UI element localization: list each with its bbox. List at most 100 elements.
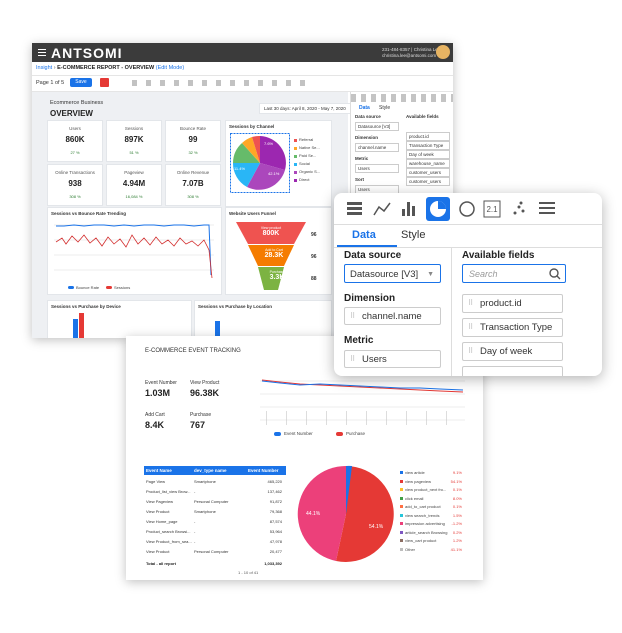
drag-handle: ⠿	[468, 348, 474, 355]
edit-mode: (Edit Mode)	[155, 65, 185, 71]
funnel-rate: 96	[311, 254, 317, 260]
kpi-label: Event Number	[145, 380, 177, 386]
channel-panel: Sessions by Channel 11.4% 7.6% 42.1% Referr…	[225, 120, 332, 207]
location-panel: Sessions vs Purchase by Location	[194, 300, 332, 338]
heading: OVERVIEW	[50, 109, 93, 118]
table-cell: -	[194, 519, 196, 524]
table-cell: Page View	[146, 479, 166, 484]
legend-item: Purchase	[346, 431, 366, 436]
legend-item: view pageview	[405, 478, 432, 484]
table-cell: View Product	[146, 549, 170, 554]
tab[interactable]: Style	[401, 229, 426, 241]
table-cell: 79,368	[269, 509, 282, 514]
label: Dimension	[355, 135, 379, 140]
table-cell: -	[194, 539, 196, 544]
funnel-value: 800K	[262, 230, 280, 237]
kpi-card: Pageview 4.94M 16,084 %	[106, 164, 162, 206]
legend-item: Direct	[299, 177, 310, 182]
kpi-change: 51 %	[129, 150, 139, 155]
field[interactable]: Users	[355, 164, 399, 173]
table-header: Event Number	[248, 468, 279, 473]
funnel-step: View product	[260, 226, 282, 230]
slice-label: 7.6%	[264, 141, 274, 146]
field[interactable]: channel.name	[355, 143, 399, 152]
legend-swatch	[400, 539, 403, 542]
brand: ANTSOMI	[51, 45, 123, 61]
date-range[interactable]: Last 30 days: April 8, 2020 - May 7, 202…	[259, 103, 351, 114]
chart-type-bar: 2.1	[334, 197, 602, 225]
legend-value: 41.1%	[450, 546, 462, 552]
legend-item: article_search Browsing	[405, 529, 448, 535]
field[interactable]: Datasource [V3]	[355, 122, 399, 131]
kpi-card: Online Transactions 938 308 %	[47, 164, 103, 206]
dimension-field[interactable]: ⠿ channel.name	[344, 307, 441, 325]
kpi-label: Users	[69, 126, 81, 131]
field-name: product.id	[480, 298, 522, 309]
kpi-value: 938	[68, 179, 82, 188]
legend-item: Sessions	[114, 285, 131, 290]
field[interactable]: ⠿ Day of week	[462, 342, 563, 361]
field[interactable]: Day of week	[406, 150, 450, 159]
field[interactable]: customer_users	[406, 177, 450, 186]
table-cell: View Product	[146, 509, 170, 514]
field[interactable]: Transaction Type	[406, 141, 450, 150]
source-select[interactable]: Datasource [V3] ▼	[344, 264, 441, 283]
table-cell: 465,220	[267, 479, 282, 484]
label: Data source	[355, 114, 381, 119]
table-cell: View Pageview	[146, 499, 174, 504]
field[interactable]: warehouse_name	[406, 159, 450, 168]
pagination[interactable]: 1 - 10 of 41	[238, 570, 259, 575]
field[interactable]: product.id	[406, 132, 450, 141]
search-box[interactable]: Search	[462, 264, 566, 283]
breadcrumb-root[interactable]: Insight	[36, 65, 53, 71]
field[interactable]: customer_users	[406, 168, 450, 177]
slice-label: 42.1%	[268, 171, 280, 176]
placeholder: Search	[469, 269, 498, 279]
tool-icon[interactable]	[100, 78, 109, 87]
legend-swatch	[294, 163, 297, 166]
tab[interactable]: Style	[379, 105, 391, 111]
avatar[interactable]	[436, 45, 450, 59]
kpi-value: 99	[188, 135, 198, 144]
canvas: Ecommerce Business OVERVIEW Last 30 days…	[32, 92, 351, 338]
x-axis-dates	[266, 411, 466, 425]
legend-swatch	[400, 522, 403, 525]
legend-item: view search_trends	[405, 512, 440, 518]
kpi-value: 96.38K	[190, 388, 220, 398]
report-title: E-COMMERCE REPORT - OVERVIEW	[57, 65, 155, 71]
menu-icon[interactable]	[38, 49, 46, 50]
kpi-change: 308 %	[187, 194, 199, 199]
tab[interactable]: Data	[359, 105, 370, 111]
legend-item: view product_next fro...	[405, 487, 447, 492]
page-select[interactable]: Page 1 of 5	[36, 80, 65, 86]
metric-field[interactable]: ⠿ Users	[344, 350, 441, 368]
table-total: 1,033,392	[264, 561, 282, 566]
save-button[interactable]: Save	[70, 78, 92, 87]
table-cell: Personal Computer	[194, 499, 229, 504]
setup-popup: 2.1 Data Style Data source Datasource [V…	[334, 193, 602, 376]
bar	[215, 321, 220, 338]
funnel-rate: 96	[311, 232, 317, 238]
card-title: E-COMMERCE EVENT TRACKING	[145, 348, 241, 354]
field[interactable]: ⠿ Transaction Type	[462, 318, 563, 337]
kpi-card: Online Revenue 7.07B 308 %	[165, 164, 221, 206]
legend-item: Native Se...	[299, 145, 320, 150]
field-value: Users	[362, 354, 387, 365]
panel-title: Website Users Funnel	[229, 211, 276, 216]
legend-swatch	[294, 179, 297, 182]
field[interactable]	[462, 366, 563, 376]
legend-swatch	[274, 432, 281, 436]
drag-handle: ⠿	[468, 300, 474, 307]
field[interactable]: ⠿ product.id	[462, 294, 563, 313]
table-cell: 87,574	[269, 519, 282, 524]
funnel-value: 3.3K	[269, 274, 285, 281]
tab[interactable]: Data	[352, 229, 376, 241]
report-window: ANTSOMI 231-484-8357 | Christina Lee chr…	[32, 43, 453, 338]
legend-swatch	[400, 488, 403, 491]
kpi-value: 4.94M	[122, 179, 146, 188]
tab-underline	[337, 245, 397, 247]
legend-swatch	[400, 479, 403, 483]
panel-title: Sessions by Channel	[229, 124, 275, 129]
kpi-change: 32 %	[188, 150, 198, 155]
